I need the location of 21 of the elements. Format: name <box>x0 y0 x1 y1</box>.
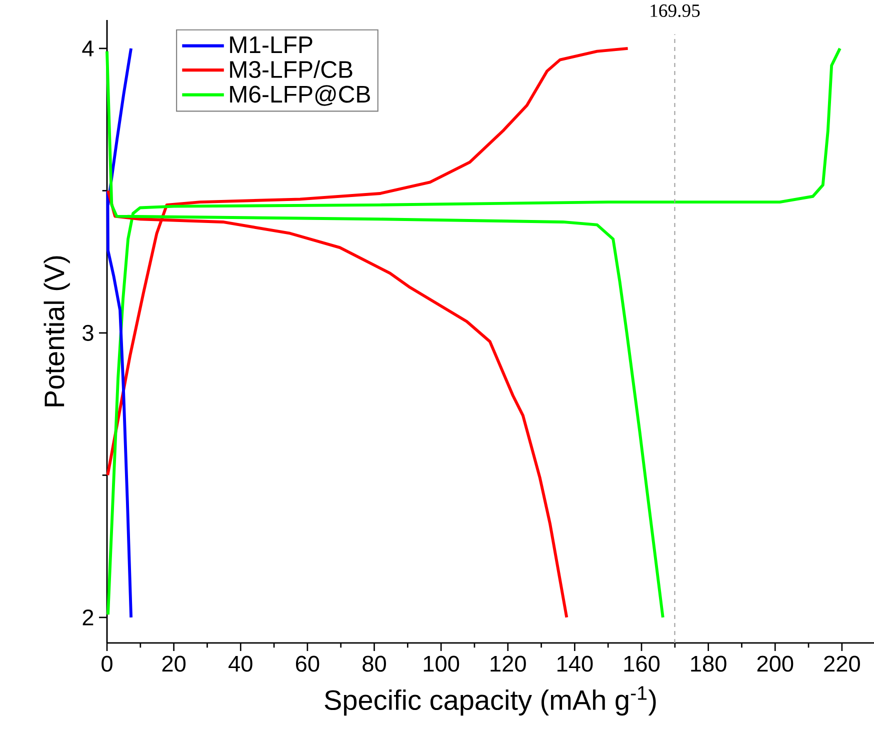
x-tick-label: 120 <box>490 656 526 672</box>
x-tick-label: 200 <box>757 656 794 672</box>
x-tick-label: 160 <box>624 656 660 672</box>
legend-label: M6-LFP@CB <box>230 85 370 106</box>
x-tick-label: 140 <box>558 656 593 672</box>
legend-label: M1-LFP <box>230 36 312 54</box>
y-tick-label: 4 <box>82 40 94 56</box>
x-tick-label: 220 <box>824 656 860 672</box>
x-axis-title: Specific capacity (mAh g$^{-1}$) <box>324 686 656 716</box>
ref-line-label: 169.95 <box>650 4 700 18</box>
legend-label: M3-LFP/CB <box>230 60 352 78</box>
y-axis-title: Potential (V) <box>44 256 70 406</box>
x-tick-label: 20 <box>162 656 186 672</box>
y-tick-label: 3 <box>82 324 94 341</box>
x-tick-label: 100 <box>424 656 460 672</box>
x-tick-label: 0 <box>102 656 112 672</box>
y-tick-label: 2 <box>82 609 94 626</box>
x-tick-label: 40 <box>228 656 252 672</box>
x-tick-label: 80 <box>362 656 386 672</box>
x-tick-label: 60 <box>296 656 320 672</box>
x-tick-label: 180 <box>691 656 726 672</box>
